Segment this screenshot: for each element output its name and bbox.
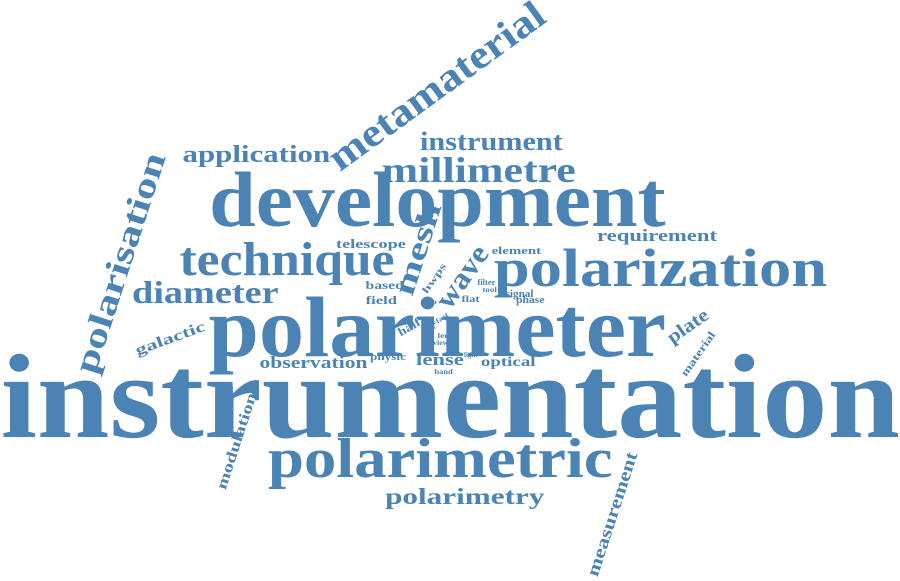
- word-telescope: telescope: [336, 235, 406, 251]
- word-band: band: [433, 367, 453, 376]
- word-instrument: instrument: [419, 127, 563, 156]
- word-millimetre: millimetre: [380, 150, 576, 190]
- word-view: view: [433, 338, 449, 347]
- word-polarimetric: polarimetric: [267, 428, 613, 490]
- word-polarimetry: polarimetry: [385, 483, 545, 509]
- word-lense: lense: [416, 349, 464, 369]
- word-application: application: [182, 142, 330, 168]
- word-len: len: [437, 331, 449, 340]
- word-light: light: [464, 350, 478, 359]
- word-requirement: requirement: [597, 225, 718, 245]
- word-field: field: [365, 293, 397, 307]
- word-polarimeter: polarimeter: [207, 279, 666, 375]
- word-development: development: [208, 156, 666, 243]
- word-instrumentation: instrumentation: [0, 330, 900, 463]
- word-observation: observation: [258, 352, 368, 372]
- word-map: map: [419, 297, 437, 306]
- word-element: element: [491, 244, 541, 257]
- word-polarization: polarization: [493, 238, 827, 298]
- word-filter: filter: [477, 278, 495, 287]
- word-phase: phase: [515, 295, 545, 306]
- word-based: based: [364, 278, 404, 292]
- word-technique: technique: [179, 233, 395, 286]
- word-diameter: diameter: [131, 274, 279, 310]
- word-optical: optical: [480, 355, 536, 370]
- word-physic: physic: [370, 350, 406, 363]
- word-signal: signal: [504, 289, 534, 300]
- word-flat: flat: [460, 293, 480, 304]
- word-tool: tool: [481, 285, 497, 294]
